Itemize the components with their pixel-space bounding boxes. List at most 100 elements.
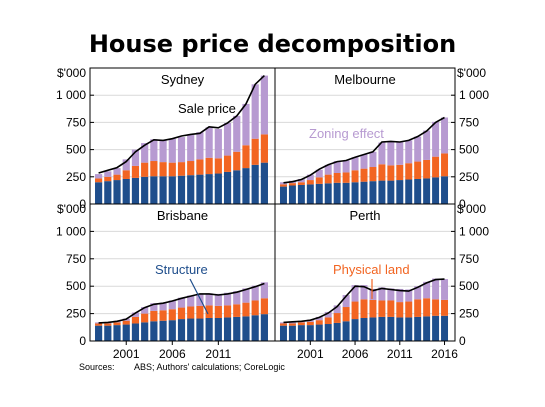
annotation-label: Zoning effect xyxy=(309,126,384,141)
bar-physical-land xyxy=(342,172,350,183)
bar-structure xyxy=(351,182,359,204)
bar-zoning-effect xyxy=(378,142,386,165)
bar-structure xyxy=(104,325,112,341)
y-tick-label-left: 250 xyxy=(66,307,86,321)
bar-structure xyxy=(196,174,204,204)
bar-zoning-effect xyxy=(315,316,323,321)
bar-physical-land xyxy=(159,310,167,321)
bar-physical-land xyxy=(387,300,395,317)
bar-zoning-effect xyxy=(131,312,140,317)
bar-zoning-effect xyxy=(342,294,350,308)
bar-zoning-effect xyxy=(214,128,222,159)
y-tick-label-left: 0 xyxy=(79,197,86,211)
bar-structure xyxy=(342,182,350,204)
bar-physical-land xyxy=(333,313,341,323)
bar-structure xyxy=(297,184,305,204)
x-tick-label: 2001 xyxy=(113,347,140,361)
bar-zoning-effect xyxy=(177,137,186,163)
bar-physical-land xyxy=(351,301,359,320)
bar-zoning-effect xyxy=(113,168,121,175)
bar-zoning-effect xyxy=(279,322,287,324)
bar-structure xyxy=(205,317,213,341)
y-unit-label-right: $'000 xyxy=(457,66,486,80)
bar-structure xyxy=(131,323,140,341)
bar-structure xyxy=(159,176,167,204)
bar-zoning-effect xyxy=(260,282,268,299)
bar-zoning-effect xyxy=(223,292,232,306)
bar-physical-land xyxy=(196,159,204,175)
bar-structure xyxy=(187,175,195,204)
bar-structure xyxy=(333,182,341,204)
bar-zoning-effect xyxy=(369,288,377,300)
y-tick-label-right: 750 xyxy=(459,252,479,266)
y-tick-label-left: 0 xyxy=(79,334,86,348)
bar-structure xyxy=(387,316,395,341)
bar-physical-land xyxy=(279,323,287,326)
bar-structure xyxy=(288,185,296,204)
bar-physical-land xyxy=(104,323,112,326)
bar-physical-land xyxy=(196,305,204,319)
bar-structure xyxy=(387,180,395,204)
bar-structure xyxy=(351,319,359,341)
bar-zoning-effect xyxy=(196,293,204,306)
bar-physical-land xyxy=(113,174,121,181)
bar-physical-land xyxy=(396,164,404,181)
bar-zoning-effect xyxy=(150,303,158,311)
source-prefix: Sources: xyxy=(79,362,115,372)
panel-title: Sydney xyxy=(161,72,205,87)
bar-structure xyxy=(260,314,268,341)
bar-structure xyxy=(324,324,332,341)
bar-structure xyxy=(423,178,431,204)
bar-physical-land xyxy=(369,299,377,318)
sale-price-line xyxy=(283,116,445,184)
bar-physical-land xyxy=(324,174,332,184)
bar-zoning-effect xyxy=(414,286,422,300)
bar-physical-land xyxy=(260,134,268,163)
y-tick-label-right: 750 xyxy=(459,115,479,129)
bar-zoning-effect xyxy=(242,103,250,146)
bar-physical-land xyxy=(95,323,103,326)
bar-zoning-effect xyxy=(324,311,332,318)
bar-physical-land xyxy=(315,320,323,325)
bar-physical-land xyxy=(177,162,186,176)
panel-title: Melbourne xyxy=(334,72,395,87)
sale-price-line xyxy=(283,278,445,324)
bar-zoning-effect xyxy=(159,140,167,163)
bar-physical-land xyxy=(187,306,195,319)
bar-structure xyxy=(260,162,268,204)
bar-structure xyxy=(396,180,404,204)
y-unit-label-left: $'000 xyxy=(57,66,86,80)
bar-zoning-effect xyxy=(187,134,195,162)
bar-structure xyxy=(104,181,112,204)
bar-structure xyxy=(378,180,386,204)
bar-structure xyxy=(432,177,440,204)
bar-zoning-effect xyxy=(177,297,186,308)
bar-zoning-effect xyxy=(333,161,341,173)
bar-physical-land xyxy=(405,163,413,180)
bar-zoning-effect xyxy=(387,288,395,301)
bar-structure xyxy=(396,317,404,341)
bar-physical-land xyxy=(233,151,241,171)
bar-physical-land xyxy=(223,155,232,172)
annotation-label: Physical land xyxy=(333,262,410,277)
bar-structure xyxy=(233,170,241,204)
bar-physical-land xyxy=(351,170,359,183)
bar-physical-land xyxy=(378,300,386,317)
bar-structure xyxy=(122,178,130,204)
bar-structure xyxy=(306,325,314,341)
bar-physical-land xyxy=(122,320,130,325)
bar-physical-land xyxy=(396,302,404,318)
bar-structure xyxy=(177,175,186,204)
bar-structure xyxy=(122,324,130,341)
bar-zoning-effect xyxy=(168,138,176,163)
bar-physical-land xyxy=(432,299,440,316)
x-tick-label: 2011 xyxy=(387,347,413,361)
bar-physical-land xyxy=(414,299,422,317)
bar-zoning-effect xyxy=(387,141,395,166)
y-unit-label-left: $'000 xyxy=(57,202,86,216)
y-tick-label-right: 250 xyxy=(459,170,479,184)
bar-zoning-effect xyxy=(223,122,232,156)
bar-structure xyxy=(423,316,431,341)
bar-zoning-effect xyxy=(441,117,449,154)
